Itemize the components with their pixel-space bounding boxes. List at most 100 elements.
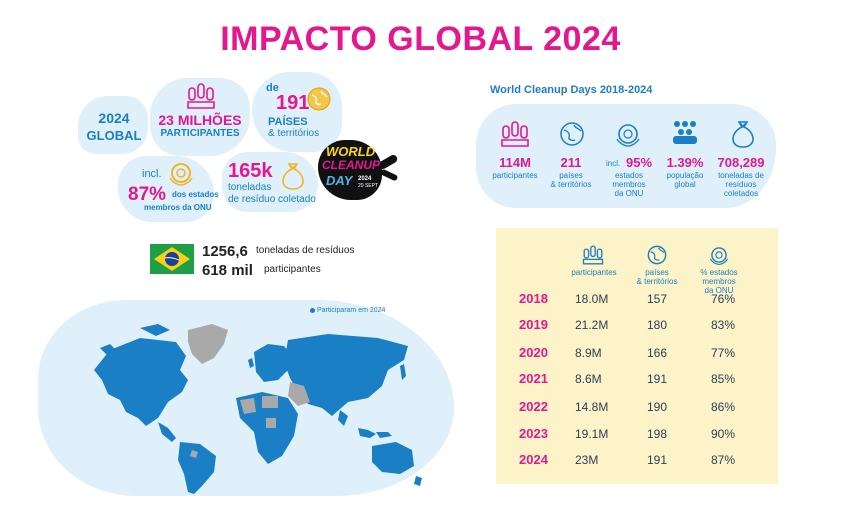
wcd-un-value: 95% xyxy=(626,155,653,170)
global-countries-label-2: & territórios xyxy=(268,128,320,139)
global-label: GLOBAL xyxy=(86,128,142,143)
global-un-label-2: membros da ONU xyxy=(144,203,212,212)
table-row: 2019 21.2M 180 83% xyxy=(497,311,775,339)
wcd-participants-value: 114M xyxy=(499,155,531,170)
row-participants: 8.9M xyxy=(575,346,602,360)
global-participants-label: PARTICIPANTES xyxy=(160,128,240,139)
row-year: 2018 xyxy=(519,291,548,306)
wcd-raised-hands-icon xyxy=(500,120,530,148)
wcd-trash-bag-icon xyxy=(730,118,756,148)
row-un: 86% xyxy=(711,400,736,414)
global-un-value: 87% xyxy=(128,184,167,205)
row-year: 2022 xyxy=(519,399,548,414)
global-year: 2024 xyxy=(98,110,130,126)
globe-icon xyxy=(306,86,332,112)
wcd-countries-label-1: países xyxy=(559,171,583,180)
table-header-participants: participantes xyxy=(571,268,617,277)
world-map xyxy=(40,300,452,501)
wcd-un-emblem-icon xyxy=(614,120,642,148)
blob-countries xyxy=(252,72,342,152)
table-un-emblem-icon xyxy=(708,244,730,266)
blob-waste xyxy=(222,152,318,212)
global-waste-label-2: de resíduo coletado xyxy=(228,194,316,205)
table-row: 2022 14.8M 190 86% xyxy=(497,393,775,421)
row-countries: 157 xyxy=(647,292,668,306)
wcd-waste-label-3: coletados xyxy=(723,189,759,198)
logo-date-2: 20 SEPT xyxy=(358,183,379,189)
row-participants: 21.2M xyxy=(575,318,609,332)
page-title: IMPACTO GLOBAL 2024 xyxy=(220,20,621,58)
brazil-tonnes-label: toneladas de resíduos xyxy=(256,245,355,256)
logo-line-1: WORLD xyxy=(326,144,376,159)
brazil-flag xyxy=(150,244,194,274)
wcd-waste-label-2: resíduos xyxy=(725,180,757,189)
global-waste-value: 165k xyxy=(228,160,273,182)
logo-line-3: DAY xyxy=(326,173,353,188)
table-header-un-3: da ONU xyxy=(704,286,734,295)
greenland xyxy=(188,324,228,364)
wcd-participants-label: participantes xyxy=(492,171,538,180)
row-un: 90% xyxy=(711,427,736,441)
raised-hands-icon xyxy=(186,82,216,110)
world-cleanup-day-logo: WORLD CLEANUP DAY 2024 20 SEPT xyxy=(318,136,408,202)
row-year: 2024 xyxy=(519,452,548,467)
un-emblem-icon xyxy=(168,160,194,186)
legend-dot-icon xyxy=(310,307,315,313)
row-countries: 190 xyxy=(647,400,668,414)
wcd-countries-value: 211 xyxy=(560,155,582,170)
table-row: 2023 19.1M 198 90% xyxy=(497,420,775,448)
wcd-un-label-1: estados xyxy=(614,171,644,180)
logo-line-2: CLEANUP xyxy=(322,158,381,172)
global-participants-value: 23 MILHÕES xyxy=(158,112,242,128)
trash-bag-icon xyxy=(280,160,306,190)
stats-table-background xyxy=(496,228,778,484)
row-un: 85% xyxy=(711,372,736,386)
table-globe-icon xyxy=(646,244,668,266)
table-header-countries-2: & territórios xyxy=(636,277,678,286)
wcd-heading: World Cleanup Days 2018-2024 xyxy=(490,84,653,96)
row-countries: 166 xyxy=(647,346,668,360)
global-countries-value: 191 xyxy=(276,92,310,114)
wcd-pop-value: 1.39% xyxy=(666,155,704,170)
wcd-un-prefix: incl. xyxy=(606,159,621,168)
row-participants: 19.1M xyxy=(575,427,609,441)
central-america xyxy=(158,422,176,442)
global-un-prefix: incl. xyxy=(142,168,162,180)
indonesia xyxy=(358,428,392,438)
wcd-pop-label-1: população xyxy=(666,171,704,180)
row-un: 77% xyxy=(711,346,736,360)
row-participants: 23M xyxy=(575,453,599,467)
wcd-countries-label-2: & territórios xyxy=(550,180,592,189)
row-year: 2020 xyxy=(519,345,548,360)
table-row: 2021 8.6M 191 85% xyxy=(497,365,775,393)
row-countries: 191 xyxy=(647,372,668,386)
north-america xyxy=(94,338,188,426)
brazil-participants-value: 618 mil xyxy=(202,262,253,279)
global-un-label-1: dos estados xyxy=(172,190,219,199)
global-waste-label-1: toneladas xyxy=(228,182,272,193)
legend-label: Participaram em 2024 xyxy=(316,307,386,314)
blob-un xyxy=(118,156,214,222)
wcd-globe-icon xyxy=(558,120,586,148)
row-participants: 14.8M xyxy=(575,400,609,414)
table-row: 2018 18.0M 157 76% xyxy=(497,285,775,313)
wcd-un-label-3: da ONU xyxy=(614,189,644,198)
europe xyxy=(254,344,292,382)
south-america xyxy=(178,442,216,494)
row-countries: 198 xyxy=(647,427,668,441)
wcd-waste-label-1: toneladas de xyxy=(718,171,764,180)
wcd-people-icon xyxy=(670,118,700,148)
table-row: 2020 8.9M 166 77% xyxy=(497,339,775,367)
row-participants: 8.6M xyxy=(575,372,602,386)
row-participants: 18.0M xyxy=(575,292,609,306)
blob-participants xyxy=(150,78,250,156)
wcd-un-label-2: membros xyxy=(612,180,646,189)
row-year: 2019 xyxy=(519,317,548,332)
row-un: 87% xyxy=(711,453,736,467)
table-raised-hands-icon xyxy=(582,244,604,266)
wcd-waste-value: 708,289 xyxy=(717,155,765,170)
wcd-pop-label-2: global xyxy=(674,180,696,189)
table-header-un-1: % estados xyxy=(700,268,738,277)
brazil-tonnes-value: 1256,6 xyxy=(202,243,248,260)
table-header-un-2: membros xyxy=(702,277,736,286)
